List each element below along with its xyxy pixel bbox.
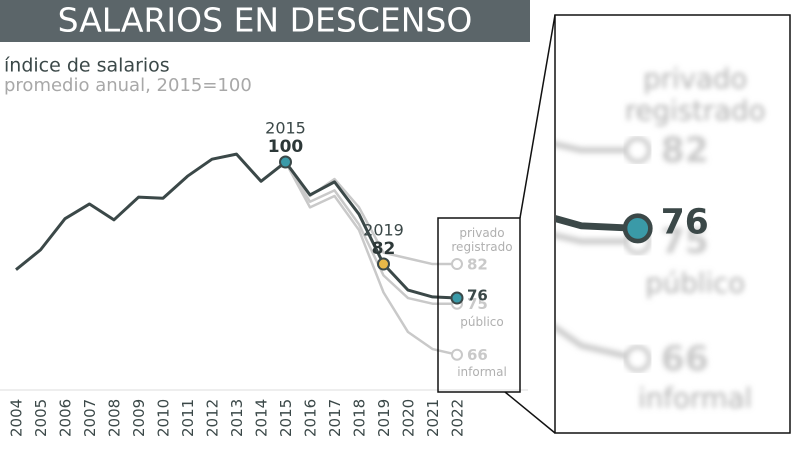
highlight-marker bbox=[279, 155, 292, 169]
end-value: 66 bbox=[467, 346, 488, 364]
x-tick-label: 2016 bbox=[302, 399, 320, 437]
annotation-year: 2015 bbox=[265, 119, 306, 138]
zoom-connector bbox=[504, 391, 556, 434]
x-tick-label: 2004 bbox=[8, 399, 26, 437]
line bbox=[284, 161, 457, 305]
chart-title: SALARIOS EN DESCENSO bbox=[58, 1, 473, 40]
highlight-marker bbox=[377, 257, 390, 271]
labels: privado registrado público informal bbox=[624, 62, 766, 414]
zoom-connector bbox=[519, 14, 556, 219]
x-tick-label: 2012 bbox=[204, 399, 222, 437]
series-label: público bbox=[460, 314, 504, 329]
x-tick-label: 2022 bbox=[449, 399, 467, 437]
x-tick-label: 2015 bbox=[277, 399, 295, 437]
x-tick-label: 2014 bbox=[253, 399, 271, 437]
annotation-value: 100 bbox=[268, 137, 304, 157]
x-tick-label: 2020 bbox=[400, 399, 418, 437]
x-tick-label: 2013 bbox=[228, 399, 246, 437]
x-tick-label: 2017 bbox=[326, 399, 344, 437]
highlight-marker bbox=[622, 213, 653, 244]
series-label: informal bbox=[638, 381, 753, 414]
end-marker bbox=[623, 344, 652, 373]
y-label: promedio anual, 2015=100 bbox=[4, 75, 252, 96]
series-label: privado registrado bbox=[451, 226, 513, 255]
annotation-value: 82 bbox=[372, 239, 396, 259]
x-tick-label: 2009 bbox=[130, 399, 148, 437]
x-tick-label: 2011 bbox=[179, 399, 197, 437]
highlight-marker bbox=[450, 291, 464, 305]
end-value: 76 bbox=[467, 287, 488, 305]
title-banner bbox=[0, 0, 530, 42]
end-value: 82 bbox=[467, 256, 488, 274]
end-value: 75 bbox=[467, 295, 488, 313]
x-tick-label: 2010 bbox=[155, 399, 173, 437]
end-value: 66 bbox=[661, 340, 709, 380]
line bbox=[284, 161, 458, 356]
series-name: público bbox=[645, 266, 746, 299]
series-name: informal bbox=[457, 364, 507, 379]
x-tick-label: 2008 bbox=[106, 399, 124, 437]
series-name: informal bbox=[638, 381, 753, 414]
series-name: público bbox=[460, 314, 504, 329]
series-label: informal bbox=[457, 364, 507, 379]
plot: 2004 2005 2006 2007 2008 2009 2010 2011 2012 2013… bbox=[8, 119, 513, 437]
series-label: privado registrado bbox=[624, 62, 766, 128]
subtitle: índice de salarios bbox=[4, 55, 170, 77]
end-marker bbox=[623, 136, 652, 164]
series-name: privado registrado bbox=[624, 62, 766, 128]
line bbox=[556, 232, 638, 245]
end-value: 82 bbox=[661, 131, 709, 171]
x-tick-label: 2005 bbox=[32, 399, 50, 437]
series-name: privado registrado bbox=[451, 226, 513, 255]
annotation-year: 2019 bbox=[363, 221, 404, 240]
zoom-view: 82 75 66 privado registrado público informal 7… bbox=[456, 62, 766, 414]
end-value: 75 bbox=[661, 222, 709, 262]
line bbox=[556, 141, 638, 154]
zoom-box bbox=[437, 217, 521, 393]
end-marker bbox=[451, 258, 463, 271]
x-tick-label: 2018 bbox=[351, 399, 369, 437]
x-tick-label: 2007 bbox=[81, 399, 99, 437]
x-tick-label: 2021 bbox=[424, 399, 442, 437]
end-marker bbox=[451, 348, 463, 361]
highlight-marker bbox=[456, 138, 481, 163]
series-label: público bbox=[645, 266, 746, 299]
x-tick-label: 2006 bbox=[57, 399, 75, 437]
end-value: 76 bbox=[661, 202, 709, 242]
line bbox=[556, 324, 639, 362]
x-tick-label: 2019 bbox=[375, 399, 393, 437]
